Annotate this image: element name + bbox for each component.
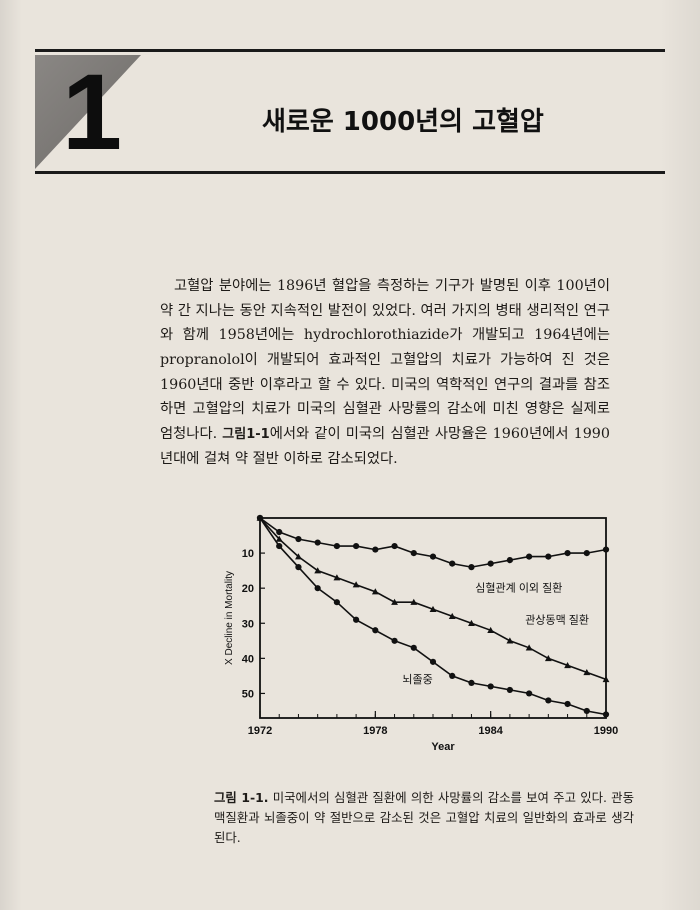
caption-text: 미국에서의 심혈관 질환에 의한 사망률의 감소를 보여 주고 있다. 관동맥질… <box>214 790 634 846</box>
series-1-point <box>545 553 552 560</box>
series-3-point <box>487 683 494 690</box>
series-1-point <box>468 564 475 571</box>
y-axis-label: X Decline in Mortality <box>224 571 235 665</box>
chapter-rule-bottom <box>35 171 665 174</box>
series-3-point <box>256 514 264 522</box>
series-line-1 <box>259 517 607 568</box>
series-3-point <box>468 679 475 687</box>
series-1-point <box>602 546 610 553</box>
series-2-point <box>487 626 495 634</box>
body-text-part-1: 고혈압 분야에는 1896년 혈압을 측정하는 기구가 발명된 이후 100년이… <box>160 278 610 442</box>
series-3-point <box>429 658 437 665</box>
series-3-point <box>353 616 360 623</box>
y-tick-label: 20 <box>242 583 254 595</box>
series-3-point <box>391 637 398 644</box>
series-3-point <box>295 564 302 571</box>
series-3-point <box>333 599 340 606</box>
body-paragraph: 고혈압 분야에는 1896년 혈압을 측정하는 기구가 발명된 이후 100년이… <box>160 274 610 472</box>
series-2-point <box>333 574 341 581</box>
series-1-point <box>333 542 340 550</box>
series-1-point <box>295 535 302 543</box>
chapter-number: 1 <box>62 51 122 172</box>
series-2-point <box>564 661 571 669</box>
series-1-point <box>449 560 456 567</box>
series-3-point <box>564 700 571 708</box>
series-1-point <box>372 546 379 553</box>
series-2-point <box>602 676 610 683</box>
series-3-point <box>372 627 379 634</box>
y-tick-label: 50 <box>242 688 254 700</box>
series-label-1: 심혈관계 이외 질환 <box>475 581 562 595</box>
body-text-part-2: 에서와 같이 미국의 심혈관 사망율은 1960년에서 1990년대에 걸쳐 약… <box>160 425 610 468</box>
y-tick-label: 30 <box>242 618 254 630</box>
series-2-point <box>371 588 379 595</box>
chart-svg: 10 20 30 40 50 1972 1978 1984 1990 X Decline in… <box>224 514 618 753</box>
series-3-point <box>526 690 533 697</box>
series-2-point <box>583 668 591 676</box>
figure-reference: 그림1-1 <box>222 426 270 442</box>
series-1-point <box>410 549 417 557</box>
series-1-point <box>564 549 571 557</box>
series-2-point <box>506 637 514 644</box>
x-tick-label: 1978 <box>363 725 387 737</box>
series-1-point <box>506 557 513 564</box>
series-1-point <box>314 539 321 546</box>
caption-label: 그림 1-1. <box>214 790 269 806</box>
series-2-point <box>275 535 283 542</box>
series-2-point <box>295 553 302 560</box>
series-1-point <box>276 528 283 536</box>
series-3-point <box>506 686 513 694</box>
x-axis-label: Year <box>431 741 455 753</box>
x-tick-label: 1972 <box>248 725 272 737</box>
series-1-point <box>526 553 533 560</box>
series-1-point <box>391 542 398 550</box>
series-3-point <box>314 585 321 592</box>
series-label-2: 관상동맥 질환 <box>525 613 589 626</box>
series-label-3: 뇌졸중 <box>402 673 432 686</box>
series-2-point <box>410 598 418 605</box>
x-tick-label: 1984 <box>478 725 503 737</box>
series-2-point <box>391 598 398 605</box>
chapter-rule-top <box>35 49 665 52</box>
chapter-triangle-graphic <box>35 55 141 169</box>
series-2-point <box>429 605 437 612</box>
series-2-point <box>314 567 322 574</box>
series-2-point <box>448 612 456 619</box>
series-2-point <box>352 581 360 588</box>
series-1-point <box>429 553 437 560</box>
y-tick-label: 10 <box>242 548 254 560</box>
series-3-point <box>545 697 552 704</box>
series-1-point <box>353 542 360 550</box>
chapter-title: 새로운 1000년의 고혈압 <box>262 107 544 137</box>
mortality-chart: 10 20 30 40 50 1972 1978 1984 1990 X Decline in… <box>218 508 628 766</box>
figure-caption: 그림 1-1. 미국에서의 심혈관 질환에 의한 사망률의 감소를 보여 주고 … <box>214 788 634 848</box>
series-2-point <box>468 619 475 626</box>
series-2-point <box>525 644 533 651</box>
series-3-point <box>583 707 590 715</box>
series-1-point <box>487 560 494 567</box>
series-1-point <box>583 549 590 557</box>
series-3-point <box>602 711 610 718</box>
x-tick-label: 1990 <box>594 725 618 737</box>
series-2-point <box>544 654 552 662</box>
series-3-point <box>410 644 417 651</box>
series-3-point <box>449 672 456 679</box>
y-tick-label: 40 <box>242 653 254 665</box>
series-3-point <box>276 542 283 550</box>
